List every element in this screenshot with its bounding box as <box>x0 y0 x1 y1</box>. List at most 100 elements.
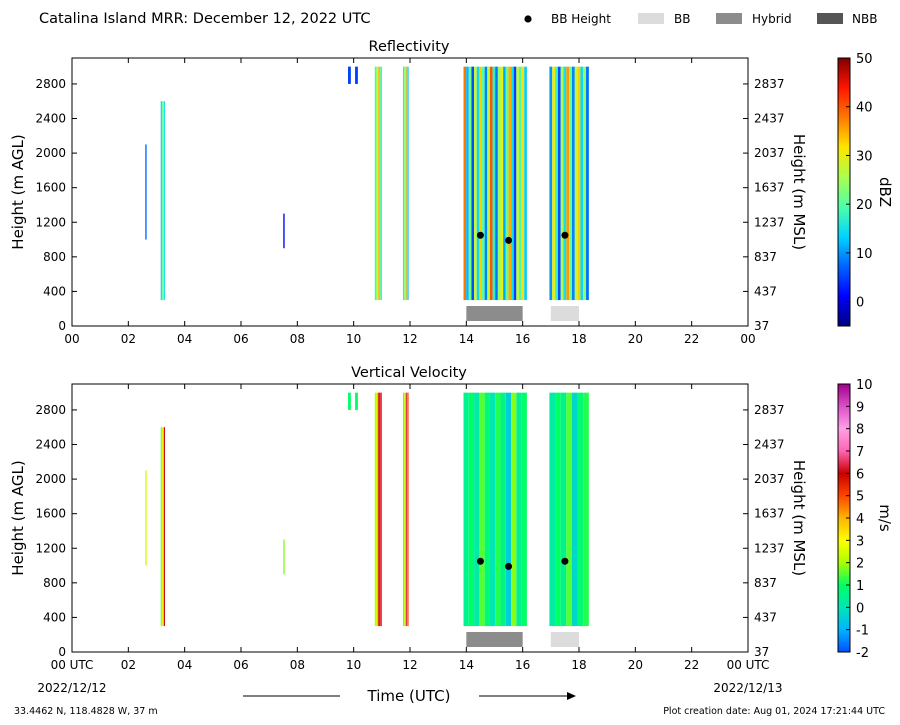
data-column <box>463 392 469 627</box>
data-column <box>405 392 407 627</box>
creation-date-text: Plot creation date: Aug 01, 2024 17:21:4… <box>663 706 885 717</box>
x-tick-label: 04 <box>177 332 192 346</box>
velocity-ylabel: Height (m AGL) <box>9 460 27 575</box>
data-column <box>513 66 517 301</box>
data-column <box>163 427 165 627</box>
data-column <box>463 66 467 301</box>
velocity-panel: Vertical Velocity 00 UTC 02 04 06 08 10 12 14 16… <box>9 365 894 672</box>
x-tick-label: 20 <box>628 332 643 346</box>
colorbar-tick-label: 1 <box>856 579 864 594</box>
reflectivity-colorbar-label: dBZ <box>876 177 894 207</box>
data-column <box>160 101 162 301</box>
data-column <box>503 66 506 301</box>
data-column <box>555 392 561 627</box>
data-column <box>404 66 406 301</box>
data-column <box>583 66 587 301</box>
reflectivity-x-axis: 00 02 04 06 08 10 12 14 16 18 20 22 00 <box>64 58 756 346</box>
data-column <box>511 392 517 627</box>
data-column <box>162 101 164 301</box>
data-column <box>355 66 358 84</box>
y-tick-label: 2000 <box>35 146 66 160</box>
data-column <box>283 539 285 575</box>
data-column <box>378 66 380 301</box>
data-column <box>574 66 578 301</box>
data-column <box>549 66 553 301</box>
y-tick-label: 1600 <box>35 181 66 195</box>
reflectivity-data <box>145 66 589 301</box>
data-column <box>466 66 469 301</box>
data-column <box>484 66 488 301</box>
y-tick-label: 800 <box>43 576 66 590</box>
data-column <box>552 66 556 301</box>
x-tick-label: 06 <box>233 658 248 672</box>
data-column <box>577 66 581 301</box>
data-column <box>405 66 407 301</box>
data-column <box>375 392 378 627</box>
data-column <box>402 66 404 301</box>
y2-tick-label: 437 <box>754 284 777 298</box>
data-column <box>577 392 584 627</box>
legend-bb-height-marker <box>524 15 532 23</box>
data-column <box>492 66 496 301</box>
y-tick-label: 2400 <box>35 438 66 452</box>
data-column <box>516 392 522 627</box>
velocity-y2-axis: 37 437 837 1237 1637 2037 2437 2837 <box>743 403 785 659</box>
velocity-colorbar-label: m/s <box>876 504 894 532</box>
colorbar-tick-label: 20 <box>856 198 873 213</box>
data-column <box>487 66 490 301</box>
legend: BB Height BB Hybrid NBB <box>524 12 877 26</box>
colorbar-tick-label: 10 <box>856 378 873 393</box>
data-column <box>482 66 485 301</box>
data-column <box>160 427 162 627</box>
figure-title: Catalina Island MRR: December 12, 2022 U… <box>39 11 371 27</box>
data-column <box>379 392 381 627</box>
data-column <box>524 66 527 301</box>
x-tick-label: 18 <box>571 658 586 672</box>
data-column <box>375 66 378 301</box>
colorbar-tick-label: 4 <box>856 512 864 527</box>
data-column <box>355 392 358 410</box>
data-column <box>378 392 380 627</box>
y-tick-label: 2800 <box>35 77 66 91</box>
colorbar-tick-label: 2 <box>856 557 864 572</box>
data-column <box>380 392 382 627</box>
data-column <box>500 392 506 627</box>
data-column <box>348 392 351 410</box>
y-tick-label: 1200 <box>35 215 66 229</box>
x-tick-label: 00 UTC <box>727 658 770 672</box>
y2-tick-label: 1637 <box>754 507 785 521</box>
band-bar-hybrid <box>466 306 523 321</box>
data-column <box>521 66 525 301</box>
end-date: 2022/12/13 <box>713 681 782 695</box>
x-tick-label: 02 <box>121 332 136 346</box>
y2-tick-label: 1237 <box>754 541 785 555</box>
data-column <box>374 392 376 627</box>
location-text: 33.4462 N, 118.4828 W, 37 m <box>14 706 158 717</box>
data-column <box>560 66 564 301</box>
reflectivity-y-axis: 0 400 800 1200 1600 2000 2400 2800 <box>35 77 77 333</box>
y-tick-label: 0 <box>58 645 66 659</box>
data-column <box>468 66 472 301</box>
data-column <box>379 66 381 301</box>
velocity-y-axis: 0 400 800 1200 1600 2000 2400 2800 <box>35 403 77 659</box>
data-column <box>521 392 527 627</box>
x-tick-label: 18 <box>571 332 586 346</box>
velocity-plot-frame <box>71 383 749 653</box>
y2-tick-label: 837 <box>754 250 777 264</box>
x-tick-label: 22 <box>684 332 699 346</box>
x-tick-label: 12 <box>402 658 417 672</box>
x-tick-label: 00 <box>740 332 755 346</box>
data-column <box>145 470 147 566</box>
bb-height-point <box>476 557 484 565</box>
data-column <box>374 66 376 301</box>
data-column <box>580 66 584 301</box>
x-tick-label: 14 <box>459 658 474 672</box>
legend-bb-label: BB <box>674 12 690 26</box>
velocity-title: Vertical Velocity <box>351 365 467 381</box>
data-column <box>557 66 561 301</box>
band-bar-bb <box>550 306 579 321</box>
bb-height-point <box>505 562 513 570</box>
y2-tick-label: 2837 <box>754 77 785 91</box>
y-tick-label: 2000 <box>35 472 66 486</box>
colorbar-tick-label: 8 <box>856 423 864 438</box>
